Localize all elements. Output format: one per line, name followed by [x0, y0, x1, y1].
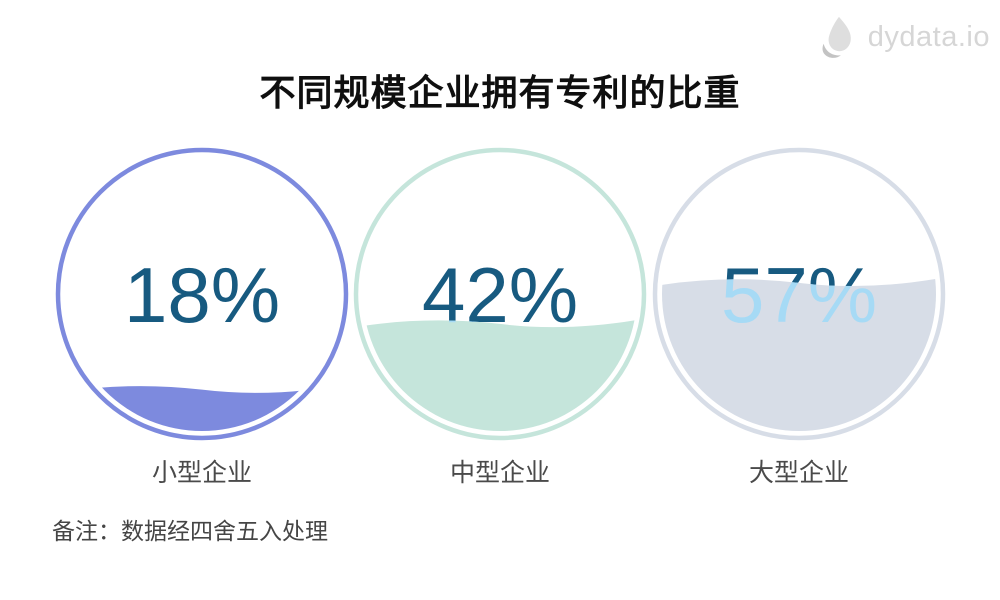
logo: dydata.io	[815, 14, 990, 60]
gauge-border-circle	[353, 147, 647, 441]
gauge-liquid-wave	[363, 319, 637, 431]
footnote: 备注：数据经四舍五入处理	[52, 518, 328, 544]
gauge-value-text: 18%	[124, 251, 280, 339]
water-drop-icon	[822, 16, 851, 58]
liquid-gauge-large: 57%57%	[649, 144, 949, 449]
gauge-label-medium: 中型企业	[449, 459, 550, 487]
chart-title: 不同规模企业拥有专利的比重	[259, 72, 741, 113]
gauge-liquid-wave	[662, 278, 936, 431]
gauge-liquid-wave	[65, 385, 339, 431]
liquid-gauge-medium: 42% 42%	[350, 144, 650, 449]
liquid-gauge-small: 18% 18%	[52, 144, 352, 449]
liquid-gauge-svg: 57%57%	[652, 147, 946, 441]
gauge-large-enterprise: 57%57% 大型企业	[649, 144, 949, 489]
gauge-label-small: 小型企业	[151, 459, 252, 487]
gauge-label-large: 大型企业	[748, 459, 849, 487]
gauge-value-text-submerged: 57%	[721, 251, 877, 339]
liquid-gauge-svg: 18%18%	[55, 147, 349, 441]
gauge-border-circle	[652, 147, 946, 441]
gauge-medium-enterprise: 42% 42% 中型企业	[350, 144, 650, 489]
gauge-small-enterprise: 18% 18% 小型企业	[52, 144, 352, 489]
liquid-gauge-svg: 42%42%	[353, 147, 647, 441]
gauge-border-circle	[55, 147, 349, 441]
logo-text: dydata.io	[867, 20, 990, 53]
